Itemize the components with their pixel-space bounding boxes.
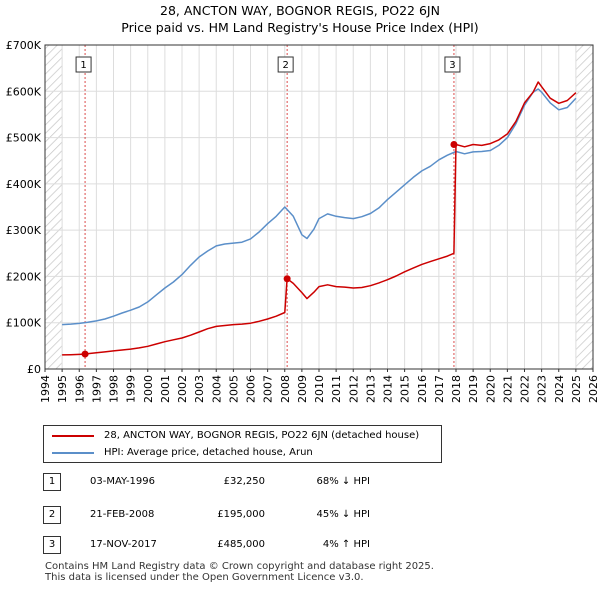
x-tick-label: 1996 [73, 375, 86, 403]
sale-price: £485,000 [217, 539, 265, 550]
legend-swatch-price [52, 435, 94, 437]
sale-date: 17-NOV-2017 [90, 539, 157, 550]
sale-marker-label: 3 [449, 60, 455, 71]
sale-row: 3 17-NOV-2017 £485,000 4% ↑ HPI [0, 535, 600, 555]
x-tick-label: 1999 [125, 375, 138, 403]
hpi-line [62, 88, 577, 326]
x-tick-label: 2011 [330, 375, 343, 403]
x-tick-label: 2001 [159, 375, 172, 403]
sale-hpi-comparison: 45% ↓ HPI [316, 509, 370, 520]
sale-date: 03-MAY-1996 [90, 476, 156, 487]
x-tick-label: 2019 [467, 375, 480, 403]
x-tick-label: 2010 [313, 375, 326, 403]
sale-marker-box [444, 56, 461, 73]
x-tick-label: 1997 [90, 375, 103, 403]
x-tick-label: 2000 [142, 375, 155, 403]
x-tick-label: 1994 [39, 375, 52, 403]
sale-number-badge: 2 [43, 506, 61, 524]
sale-point [81, 350, 89, 358]
y-tick-label: £300K [6, 224, 42, 237]
y-tick-label: £700K [6, 39, 42, 52]
x-tick-label: 2025 [570, 375, 583, 403]
x-tick-label: 2008 [279, 375, 292, 403]
x-tick-label: 2016 [416, 375, 429, 403]
price-paid-line [62, 81, 577, 356]
price-chart: 1 2 3 £0 £100K £200K £300K £400K £500K £600K £700K… [6, 39, 600, 403]
x-tick-label: 2018 [450, 375, 463, 403]
sale-marker-box [75, 56, 92, 73]
x-tick-label: 2003 [193, 375, 206, 403]
y-tick-label: £0 [27, 363, 41, 376]
x-tick-label: 2021 [501, 375, 514, 403]
y-tick-label: £200K [6, 270, 42, 283]
sale-marker-label: 2 [282, 60, 288, 71]
legend-swatch-hpi [52, 452, 94, 454]
x-tick-label: 2013 [364, 375, 377, 403]
y-tick-label: £400K [6, 178, 42, 191]
x-tick-label: 2017 [433, 375, 446, 403]
sale-point [450, 141, 458, 149]
y-tick-label: £100K [6, 317, 42, 330]
hatched-region [45, 45, 63, 369]
sale-marker-label: 1 [80, 60, 86, 71]
legend-label-price: 28, ANCTON WAY, BOGNOR REGIS, PO22 6JN (… [104, 430, 420, 441]
x-tick-label: 2024 [553, 375, 566, 403]
sale-price: £195,000 [217, 509, 265, 520]
sale-row: 1 03-MAY-1996 £32,250 68% ↓ HPI [0, 472, 600, 492]
x-tick-label: 1995 [56, 375, 69, 403]
sale-marker-box [277, 56, 294, 73]
x-tick-label: 2009 [296, 375, 309, 403]
sale-point [283, 275, 291, 283]
footer-licence: This data is licensed under the Open Gov… [45, 572, 364, 583]
sale-row: 2 21-FEB-2008 £195,000 45% ↓ HPI [0, 505, 600, 525]
sale-date: 21-FEB-2008 [90, 509, 155, 520]
legend: 28, ANCTON WAY, BOGNOR REGIS, PO22 6JN (… [43, 425, 442, 463]
x-tick-label: 2023 [536, 375, 549, 403]
chart-title-line2: Price paid vs. HM Land Registry's House … [121, 20, 479, 35]
x-tick-label: 1998 [108, 375, 121, 403]
y-tick-label: £600K [6, 85, 42, 98]
x-tick-label: 2012 [347, 375, 360, 403]
x-tick-label: 2007 [262, 375, 275, 403]
x-tick-label: 2004 [210, 375, 223, 403]
x-tick-label: 2015 [399, 375, 412, 403]
x-tick-label: 2022 [519, 375, 532, 403]
sale-number-badge: 1 [43, 473, 61, 491]
sale-hpi-comparison: 4% ↑ HPI [322, 539, 370, 550]
x-tick-label: 2002 [176, 375, 189, 403]
footer-copyright: Contains HM Land Registry data © Crown c… [45, 561, 434, 572]
x-tick-label: 2026 [587, 375, 600, 403]
x-tick-label: 2006 [245, 375, 258, 403]
x-tick-label: 2005 [227, 375, 240, 403]
x-tick-label: 2014 [382, 375, 395, 403]
sale-price: £32,250 [223, 476, 265, 487]
legend-label-hpi: HPI: Average price, detached house, Arun [104, 447, 313, 458]
y-tick-label: £500K [6, 132, 42, 145]
chart-title-line1: 28, ANCTON WAY, BOGNOR REGIS, PO22 6JN [160, 3, 440, 18]
hatched-region [575, 45, 593, 369]
sale-hpi-comparison: 68% ↓ HPI [316, 476, 370, 487]
sale-number-badge: 3 [43, 536, 61, 554]
x-tick-label: 2020 [484, 375, 497, 403]
